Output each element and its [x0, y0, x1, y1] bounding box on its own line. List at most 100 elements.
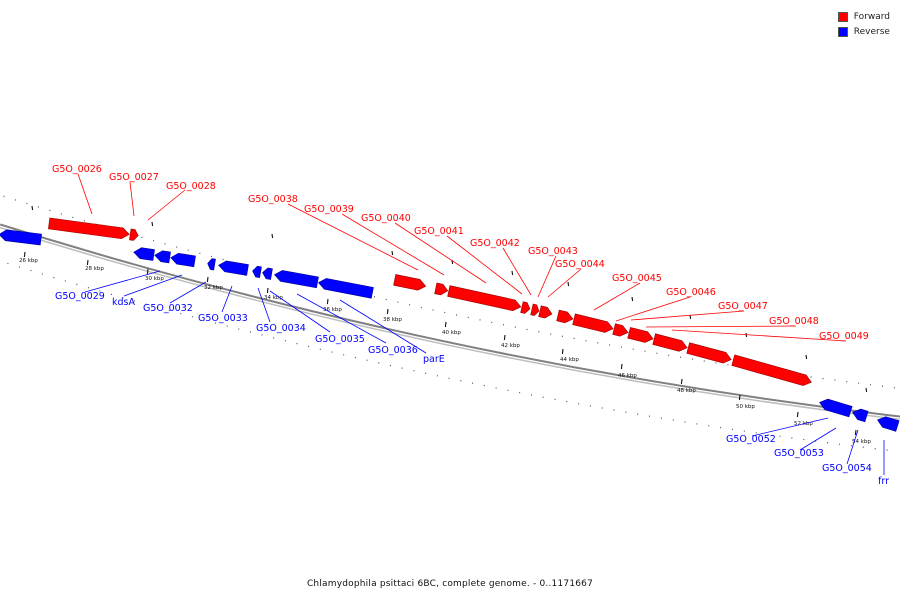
reverse-gene-8-leader	[751, 417, 829, 437]
reverse-gene-10	[819, 398, 853, 418]
reverse-gene-2-leader	[169, 281, 207, 304]
forward-gene-7-label: G5O_0042	[470, 238, 520, 249]
reverse-gene-12	[877, 416, 900, 432]
reverse-gene-3-label: G5O_0033	[198, 313, 248, 324]
tick-label-6: 38 kbp	[383, 317, 402, 323]
reverse-gene-6-label: G5O_0036	[368, 345, 418, 356]
tick-label-1: 28 kbp	[85, 266, 104, 272]
reverse-gene-3	[170, 252, 196, 268]
outer-tick-7	[631, 296, 634, 302]
forward-gene-3-label: G5O_0038	[248, 194, 298, 205]
reverse-gene-4-leader	[257, 287, 271, 323]
forward-gene-0	[48, 217, 130, 240]
tick-label-7: 40 kbp	[442, 330, 461, 336]
inner-tick-13	[796, 411, 799, 418]
forward-gene-13	[686, 342, 732, 364]
forward-gene-5-leader	[394, 222, 487, 284]
forward-gene-13-label: G5O_0048	[769, 316, 819, 327]
inner-tick-1	[86, 259, 89, 266]
tick-label-4: 34 kbp	[264, 295, 283, 301]
tick-label-14: 54 kbp	[852, 439, 871, 445]
reverse-gene-10-leader	[846, 429, 859, 465]
forward-gene-2-label: G5O_0028	[166, 181, 216, 192]
forward-gene-12-label: G5O_0047	[718, 301, 768, 312]
forward-gene-10	[612, 323, 629, 337]
forward-gene-11-leader	[615, 296, 691, 322]
forward-gene-9-leader	[547, 268, 582, 298]
reverse-gene-9-leader	[799, 427, 837, 451]
forward-gene-14	[731, 354, 812, 386]
reverse-gene-4-label: G5O_0034	[256, 323, 306, 334]
reverse-gene-10-label: G5O_0054	[822, 463, 872, 474]
reverse-gene-1-leader	[123, 274, 183, 297]
forward-gene-9-label: G5O_0044	[555, 259, 605, 270]
reverse-gene-3-leader	[221, 285, 233, 313]
forward-gene-12	[652, 333, 688, 352]
legend-reverse: Reverse	[837, 24, 890, 39]
tick-label-9: 44 kbp	[560, 357, 579, 363]
forward-gene-2	[393, 274, 427, 291]
forward-gene-9	[572, 313, 614, 333]
inner-tick-2	[146, 268, 149, 275]
inner-tick-8	[503, 334, 506, 341]
forward-gene-1-leader	[129, 181, 135, 217]
forward-gene-10-leader	[593, 282, 641, 311]
forward-gene-6-label: G5O_0041	[414, 226, 464, 237]
forward-gene-6-leader	[446, 235, 523, 295]
forward-gene-4	[447, 285, 522, 312]
inner-tick-6	[386, 308, 389, 315]
forward-gene-13-leader	[645, 325, 797, 328]
outer-tick-3	[391, 250, 394, 256]
reverse-gene-5-leader	[269, 290, 331, 333]
reverse-gene-6-leader	[296, 293, 387, 344]
tick-label-2: 30 kbp	[145, 276, 164, 282]
inner-tick-14	[854, 429, 857, 436]
inner-tick-9	[561, 348, 564, 355]
forward-gene-12-leader	[630, 310, 745, 321]
inner-tick-10	[620, 363, 623, 370]
reverse-gene-1	[133, 247, 155, 261]
reverse-gene-0-leader	[84, 270, 161, 293]
outer-tick-10	[805, 354, 808, 360]
forward-gene-8	[556, 309, 574, 324]
outer-tick-5	[511, 270, 514, 276]
outer-tick-1	[151, 221, 154, 227]
reverse-gene-1-label: kdsA	[112, 297, 135, 308]
forward-gene-0-leader	[77, 173, 93, 215]
backbone-line-inner	[0, 226, 900, 421]
legend: Forward Reverse	[837, 9, 890, 39]
forward-gene-2-leader	[147, 189, 186, 221]
reverse-gene-4	[207, 258, 216, 271]
forward-gene-8-label: G5O_0043	[528, 246, 578, 257]
forward-gene-7-leader	[502, 247, 532, 296]
inner-tick-11	[680, 378, 683, 385]
forward-gene-4-label: G5O_0039	[304, 204, 354, 215]
legend-forward-swatch	[837, 11, 848, 22]
inner-tick-5	[326, 298, 329, 305]
reverse-gene-7-leader	[339, 299, 427, 354]
reverse-gene-11	[852, 408, 869, 423]
tick-label-3: 32 kbp	[204, 285, 223, 291]
inner-tick-3	[206, 276, 209, 283]
forward-gene-14-leader	[671, 329, 847, 342]
inner-tick-0	[23, 251, 26, 258]
backbone-line-outer	[0, 223, 900, 418]
forward-gene-7	[538, 305, 553, 319]
inner-tick-7	[444, 321, 447, 328]
outer-tick-2	[271, 233, 274, 239]
forward-gene-1	[129, 228, 139, 241]
reverse-gene-2-label: G5O_0032	[143, 303, 193, 314]
forward-gene-5	[520, 301, 531, 314]
forward-gene-5-label: G5O_0040	[361, 213, 411, 224]
reverse-gene-0	[0, 229, 42, 246]
forward-gene-11-label: G5O_0046	[666, 287, 716, 298]
outer-tick-11	[865, 387, 868, 393]
tick-label-0: 26 kbp	[19, 258, 38, 264]
legend-reverse-swatch	[837, 26, 848, 37]
reverse-gene-8-label: G5O_0052	[726, 434, 776, 445]
forward-gene-3-leader	[287, 203, 419, 271]
forward-gene-11	[627, 327, 654, 343]
reverse-gene-2	[154, 250, 171, 264]
forward-gene-10-label: G5O_0045	[612, 273, 662, 284]
